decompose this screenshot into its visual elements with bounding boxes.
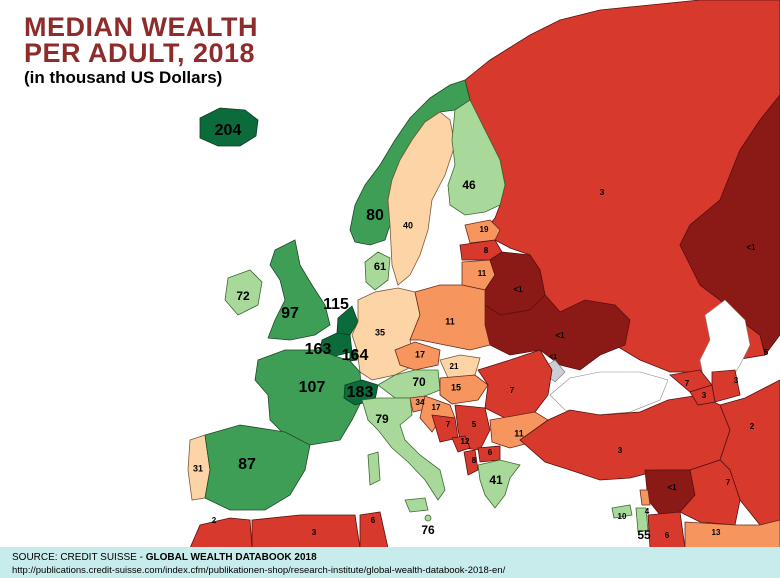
label-germany: 35 <box>375 327 385 337</box>
label-ireland: 72 <box>236 289 250 303</box>
label-iraq: 7 <box>726 478 731 487</box>
region-spain <box>204 424 311 511</box>
region-greece <box>477 459 521 509</box>
label-czechia: 17 <box>415 349 425 359</box>
label-uk: 97 <box>281 305 299 322</box>
region-poland <box>409 284 491 351</box>
label-malta: 76 <box>421 523 435 537</box>
label-lithuania: 11 <box>478 269 487 278</box>
region-hungary <box>439 374 489 405</box>
page-subtitle: (in thousand US Dollars) <box>24 68 223 87</box>
title-line-1: MEDIAN WEALTH <box>24 12 258 42</box>
region-lebanon <box>639 489 651 506</box>
region-romania <box>477 349 553 419</box>
label-portugal: 31 <box>193 463 203 473</box>
label-bosnia: 7 <box>446 420 451 429</box>
region-albania <box>463 449 479 476</box>
region-cyprus <box>611 504 633 519</box>
label-hungary: 15 <box>451 382 461 392</box>
label-italy: 79 <box>375 412 389 426</box>
label-armenia: 3 <box>702 391 707 400</box>
label-syria: <1 <box>667 483 677 492</box>
label-saudi: 13 <box>712 528 721 537</box>
label-luxembourg: 164 <box>342 347 369 364</box>
region-estonia <box>464 219 501 244</box>
label-norway: 80 <box>366 207 384 224</box>
label-bulgaria: 11 <box>514 428 524 438</box>
title-line-2: PER ADULT, 2018 <box>24 38 256 68</box>
label-slovakia: 21 <box>450 362 459 371</box>
label-estonia: 19 <box>480 225 489 234</box>
page-title: MEDIAN WEALTH PER ADULT, 2018 <box>24 12 258 68</box>
label-azerbaijan: 3 <box>734 376 739 385</box>
region-uk <box>267 239 331 341</box>
region-luxembourg <box>349 349 358 362</box>
label-lebanon: 10 <box>618 512 627 521</box>
label-macedonia: 6 <box>488 448 493 457</box>
region-sardinia <box>367 451 381 486</box>
region-israel <box>635 507 649 533</box>
label-iran: 2 <box>750 422 755 431</box>
region-iceland <box>199 107 259 147</box>
source-name: GLOBAL WEALTH DATABOOK 2018 <box>145 552 317 563</box>
region-azerbaijan <box>711 369 741 403</box>
region-ukraine <box>484 294 631 371</box>
label-france: 107 <box>299 379 326 396</box>
label-israel: 4 <box>645 507 650 516</box>
label-turkey: 3 <box>618 446 623 455</box>
label-sweden: 40 <box>403 220 413 230</box>
label-georgia: 7 <box>685 379 690 388</box>
label-iceland: 204 <box>215 122 242 139</box>
label-kazakh-small: 5 <box>764 348 769 357</box>
region-italy <box>361 397 446 501</box>
label-finland: 46 <box>462 178 476 192</box>
label-tunisia: 6 <box>371 516 376 525</box>
region-kazakhstan <box>679 94 780 356</box>
region-netherlands <box>336 305 359 336</box>
label-romania: 7 <box>510 386 515 395</box>
label-spain: 87 <box>238 456 256 473</box>
label-algeria: 3 <box>312 528 317 537</box>
region-france <box>254 349 363 446</box>
label-belarus: <1 <box>513 285 523 294</box>
region-algeria <box>251 514 361 549</box>
label-belgium: 163 <box>305 341 332 358</box>
label-poland: 11 <box>445 316 455 326</box>
label-kazakhstan: <1 <box>746 243 756 252</box>
label-moldova: <1 <box>549 354 557 361</box>
label-jordan: 6 <box>665 531 670 540</box>
label-croatia: 17 <box>432 403 441 412</box>
label-greece: 41 <box>489 473 503 487</box>
region-slovakia <box>439 354 481 379</box>
region-malta <box>424 514 432 522</box>
region-sicily <box>404 497 429 513</box>
source-line: SOURCE: CREDIT SUISSE - GLOBAL WEALTH DA… <box>12 552 317 563</box>
region-montenegro <box>451 435 471 453</box>
region-iran <box>719 379 780 526</box>
region-finland <box>447 99 506 216</box>
label-slovenia: 34 <box>416 398 425 407</box>
label-netherlands: 115 <box>323 296 349 313</box>
label-austria: 70 <box>412 375 426 389</box>
region-jordan <box>647 511 686 549</box>
label-serbia: 5 <box>472 420 477 429</box>
region-denmark <box>364 251 391 291</box>
label-ukraine: <1 <box>555 331 565 340</box>
region-norway <box>349 79 471 246</box>
region-czechia <box>394 341 441 371</box>
label-russia: 3 <box>600 188 605 197</box>
label-switzerland: 183 <box>347 384 374 401</box>
label-morocco: 2 <box>212 516 217 525</box>
label-albania: 8 <box>472 456 477 465</box>
label-cyprus: 55 <box>637 528 651 542</box>
source-url[interactable]: http://publications.credit-suisse.com/in… <box>12 565 506 576</box>
region-ireland <box>224 269 263 316</box>
source-prefix: SOURCE: CREDIT SUISSE - <box>12 552 146 563</box>
source-footer: SOURCE: CREDIT SUISSE - GLOBAL WEALTH DA… <box>0 547 780 578</box>
label-latvia: 8 <box>484 246 489 255</box>
label-denmark: 61 <box>374 261 386 273</box>
label-montenegro: 12 <box>461 437 470 446</box>
